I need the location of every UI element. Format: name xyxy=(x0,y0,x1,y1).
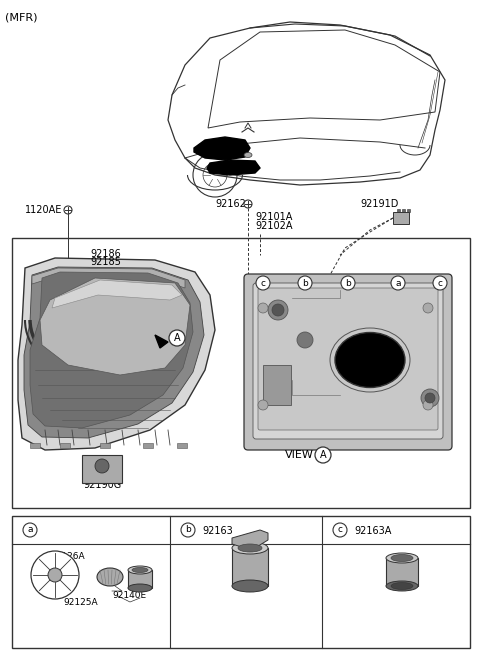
Circle shape xyxy=(268,300,288,320)
Ellipse shape xyxy=(386,581,418,591)
FancyBboxPatch shape xyxy=(253,283,443,439)
Text: 92186: 92186 xyxy=(90,249,121,259)
Circle shape xyxy=(181,523,195,537)
Text: 92102A: 92102A xyxy=(255,221,292,231)
Circle shape xyxy=(333,523,347,537)
Circle shape xyxy=(48,568,62,582)
Circle shape xyxy=(256,276,270,290)
Bar xyxy=(128,570,152,588)
Text: 92191D: 92191D xyxy=(360,199,398,209)
Text: 92140E: 92140E xyxy=(112,591,146,600)
Ellipse shape xyxy=(97,568,123,586)
FancyBboxPatch shape xyxy=(258,288,438,430)
Bar xyxy=(232,548,268,586)
Text: c: c xyxy=(437,279,443,288)
Text: c: c xyxy=(337,526,343,535)
Polygon shape xyxy=(30,272,193,428)
Text: a: a xyxy=(27,526,33,535)
Polygon shape xyxy=(40,278,190,375)
Circle shape xyxy=(391,276,405,290)
Ellipse shape xyxy=(386,553,418,563)
Polygon shape xyxy=(52,280,182,308)
Text: 92163A: 92163A xyxy=(354,526,391,536)
Bar xyxy=(12,516,470,648)
Ellipse shape xyxy=(128,584,152,592)
Polygon shape xyxy=(24,267,204,438)
Text: 92163: 92163 xyxy=(202,526,233,536)
Circle shape xyxy=(425,393,435,403)
Bar xyxy=(266,382,274,386)
Text: 92190G: 92190G xyxy=(83,480,121,490)
Bar xyxy=(266,392,274,396)
Bar xyxy=(386,558,418,586)
Text: 92101A: 92101A xyxy=(255,212,292,222)
Text: 92185: 92185 xyxy=(90,257,121,267)
Circle shape xyxy=(298,276,312,290)
Circle shape xyxy=(31,551,79,599)
Bar xyxy=(143,443,153,448)
Circle shape xyxy=(421,389,439,407)
Circle shape xyxy=(341,276,355,290)
Circle shape xyxy=(272,304,284,316)
Circle shape xyxy=(258,400,268,410)
Circle shape xyxy=(423,400,433,410)
Bar xyxy=(177,443,187,448)
Ellipse shape xyxy=(391,583,413,589)
Ellipse shape xyxy=(132,568,148,572)
Circle shape xyxy=(244,200,252,208)
Polygon shape xyxy=(194,137,250,160)
Circle shape xyxy=(95,459,109,473)
Text: b: b xyxy=(302,279,308,288)
Polygon shape xyxy=(32,268,185,288)
Text: 92126A: 92126A xyxy=(50,552,84,561)
Text: A: A xyxy=(320,450,326,460)
Text: b: b xyxy=(185,526,191,535)
Ellipse shape xyxy=(391,555,413,562)
Circle shape xyxy=(423,303,433,313)
Polygon shape xyxy=(207,160,260,175)
Bar xyxy=(82,455,122,483)
Bar xyxy=(30,443,40,448)
Bar xyxy=(266,372,274,376)
Bar xyxy=(402,209,405,212)
Text: c: c xyxy=(261,279,265,288)
Bar xyxy=(397,209,400,212)
Circle shape xyxy=(23,523,37,537)
Ellipse shape xyxy=(232,580,268,592)
Polygon shape xyxy=(18,258,215,450)
Text: (MFR): (MFR) xyxy=(5,13,37,23)
Circle shape xyxy=(258,303,268,313)
Text: VIEW: VIEW xyxy=(285,450,314,460)
Ellipse shape xyxy=(232,542,268,554)
Text: 1120AE: 1120AE xyxy=(25,205,62,215)
Bar xyxy=(100,443,110,448)
Ellipse shape xyxy=(128,566,152,574)
Bar xyxy=(263,365,291,405)
Bar xyxy=(12,238,470,508)
Circle shape xyxy=(433,276,447,290)
Circle shape xyxy=(297,332,313,348)
Polygon shape xyxy=(232,530,268,548)
Polygon shape xyxy=(155,335,168,348)
Text: a: a xyxy=(395,279,401,288)
Ellipse shape xyxy=(244,152,252,158)
Text: b: b xyxy=(345,279,351,288)
Circle shape xyxy=(169,330,185,346)
FancyBboxPatch shape xyxy=(244,274,452,450)
Ellipse shape xyxy=(335,332,405,388)
Bar xyxy=(407,209,410,212)
Circle shape xyxy=(64,206,72,214)
Text: A: A xyxy=(174,333,180,343)
Bar xyxy=(60,443,70,448)
Ellipse shape xyxy=(238,544,262,552)
Bar xyxy=(393,212,409,224)
Text: 92162: 92162 xyxy=(215,199,246,209)
Text: 92125A: 92125A xyxy=(63,598,97,607)
Circle shape xyxy=(315,447,331,463)
